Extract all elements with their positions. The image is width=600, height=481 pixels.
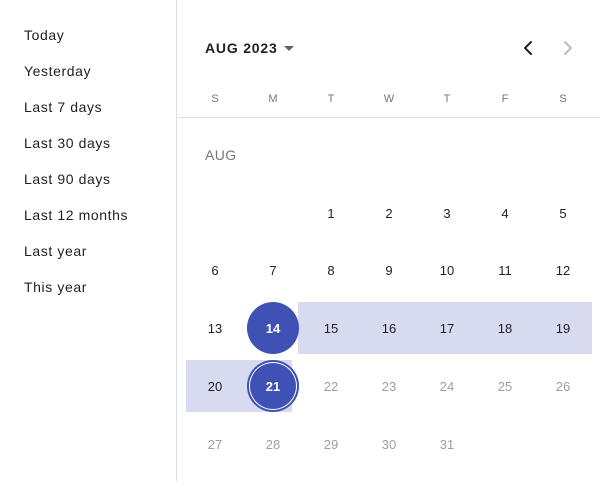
weekday-label: S [559, 93, 567, 105]
day-9[interactable]: 9 [385, 262, 393, 278]
day-13[interactable]: 13 [207, 320, 223, 336]
day-31[interactable]: 31 [439, 436, 455, 452]
day-17[interactable]: 17 [439, 320, 455, 336]
day-12[interactable]: 12 [555, 262, 571, 278]
preset-yesterday[interactable]: Yesterday [24, 63, 92, 79]
day-23[interactable]: 23 [381, 378, 397, 394]
day-25[interactable]: 25 [497, 378, 513, 394]
day-7[interactable]: 7 [269, 262, 277, 278]
calendar: AUG 2023 S M T W T F S AUG 1 2 3 4 5 6 7 8 9 10 11… [178, 0, 600, 481]
preset-last-90-days[interactable]: Last 90 days [24, 171, 111, 187]
preset-last-12-months[interactable]: Last 12 months [24, 207, 129, 223]
day-18[interactable]: 18 [497, 320, 513, 336]
day-28[interactable]: 28 [265, 436, 281, 452]
range-end-day[interactable]: 21 [247, 360, 299, 412]
day-29[interactable]: 29 [323, 436, 339, 452]
day-6[interactable]: 6 [211, 262, 219, 278]
header-divider [178, 117, 600, 118]
day-4[interactable]: 4 [501, 205, 509, 221]
next-month-button[interactable] [556, 36, 580, 60]
month-label: AUG [205, 147, 237, 163]
preset-today[interactable]: Today [24, 27, 65, 43]
day-3[interactable]: 3 [443, 205, 451, 221]
day-24[interactable]: 24 [439, 378, 455, 394]
day-30[interactable]: 30 [381, 436, 397, 452]
weekday-label: T [327, 93, 335, 105]
range-start-day[interactable]: 14 [247, 302, 299, 354]
previous-month-button[interactable] [516, 36, 540, 60]
day-11[interactable]: 11 [498, 262, 512, 278]
day-16[interactable]: 16 [381, 320, 397, 336]
day-2[interactable]: 2 [385, 205, 393, 221]
day-5[interactable]: 5 [559, 205, 567, 221]
chevron-left-icon [524, 41, 532, 55]
day-15[interactable]: 15 [323, 320, 339, 336]
weekday-label: W [383, 93, 395, 105]
weekday-header: S M T W T F S [178, 92, 600, 106]
preset-this-year[interactable]: This year [24, 279, 87, 295]
weekday-label: M [268, 93, 278, 105]
day-27[interactable]: 27 [207, 436, 223, 452]
day-22[interactable]: 22 [323, 378, 339, 394]
weekday-label: F [501, 93, 509, 105]
chevron-right-icon [564, 41, 572, 55]
preset-last-7-days[interactable]: Last 7 days [24, 99, 103, 115]
preset-last-30-days[interactable]: Last 30 days [24, 135, 111, 151]
weekday-label: S [211, 93, 219, 105]
month-year-selector[interactable]: AUG 2023 [205, 40, 294, 56]
weekday-label: T [443, 93, 451, 105]
caret-down-icon [283, 46, 294, 51]
day-8[interactable]: 8 [327, 262, 335, 278]
selected-range-highlight [298, 302, 592, 354]
day-1[interactable]: 1 [327, 205, 335, 221]
month-year-label: AUG 2023 [205, 40, 278, 56]
day-10[interactable]: 10 [439, 262, 455, 278]
day-19[interactable]: 19 [555, 320, 571, 336]
preset-sidebar: Today Yesterday Last 7 days Last 30 days… [0, 0, 177, 481]
day-20[interactable]: 20 [207, 378, 223, 394]
preset-last-year[interactable]: Last year [24, 243, 87, 259]
day-26[interactable]: 26 [555, 378, 571, 394]
